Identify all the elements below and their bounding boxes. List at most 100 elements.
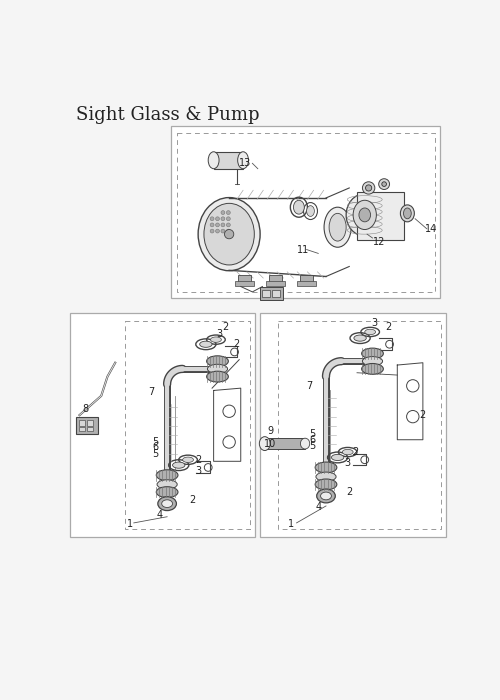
Bar: [260, 286, 283, 300]
Text: 12: 12: [372, 237, 385, 247]
Ellipse shape: [221, 217, 225, 220]
Bar: [260, 314, 446, 537]
Ellipse shape: [162, 500, 172, 507]
Bar: [236, 281, 254, 286]
Text: 5: 5: [152, 437, 158, 447]
Bar: [124, 321, 250, 529]
Ellipse shape: [158, 497, 176, 510]
Text: 7: 7: [148, 387, 155, 397]
Ellipse shape: [365, 329, 376, 335]
Text: 1: 1: [288, 519, 294, 529]
Bar: [272, 290, 280, 298]
Text: 2: 2: [234, 340, 240, 349]
Ellipse shape: [362, 348, 384, 359]
Ellipse shape: [359, 208, 370, 222]
Text: 4: 4: [315, 503, 322, 512]
Ellipse shape: [208, 364, 228, 374]
Ellipse shape: [316, 489, 336, 503]
Ellipse shape: [354, 335, 366, 341]
Ellipse shape: [362, 363, 384, 374]
Text: 14: 14: [426, 224, 438, 234]
Text: Sight Glass & Pump: Sight Glass & Pump: [76, 106, 260, 124]
Text: 9: 9: [267, 426, 274, 435]
Ellipse shape: [210, 223, 214, 227]
Ellipse shape: [315, 462, 337, 473]
Ellipse shape: [172, 462, 185, 468]
Text: 4: 4: [156, 510, 162, 520]
Bar: [177, 132, 434, 292]
Text: 10: 10: [264, 440, 276, 449]
Text: 3: 3: [344, 458, 351, 468]
Ellipse shape: [346, 194, 384, 236]
Ellipse shape: [221, 223, 225, 227]
Ellipse shape: [156, 486, 178, 498]
Ellipse shape: [221, 211, 225, 214]
Ellipse shape: [198, 197, 260, 271]
Text: 11: 11: [296, 244, 309, 255]
Ellipse shape: [324, 207, 351, 247]
Ellipse shape: [400, 205, 414, 222]
Text: 13: 13: [238, 158, 251, 168]
Bar: [70, 314, 254, 537]
Text: 6: 6: [309, 435, 315, 444]
Bar: [357, 192, 404, 239]
Ellipse shape: [208, 152, 219, 169]
Bar: [79, 427, 85, 431]
Bar: [300, 275, 313, 284]
Text: 5: 5: [309, 429, 315, 440]
Ellipse shape: [316, 472, 336, 482]
Ellipse shape: [226, 211, 230, 214]
Text: 2: 2: [190, 495, 196, 505]
Ellipse shape: [182, 457, 194, 463]
Ellipse shape: [206, 371, 229, 382]
Ellipse shape: [300, 438, 310, 449]
Ellipse shape: [216, 229, 220, 233]
Bar: [270, 275, 282, 284]
Text: 2: 2: [195, 455, 201, 465]
Bar: [214, 152, 243, 169]
Ellipse shape: [342, 449, 353, 455]
Ellipse shape: [226, 223, 230, 227]
Ellipse shape: [204, 203, 254, 265]
Ellipse shape: [156, 470, 178, 480]
Ellipse shape: [260, 437, 270, 451]
Ellipse shape: [362, 182, 375, 194]
Ellipse shape: [329, 214, 346, 241]
Text: 3: 3: [195, 466, 201, 475]
Bar: [266, 281, 285, 286]
Ellipse shape: [210, 217, 214, 220]
Ellipse shape: [226, 217, 230, 220]
Bar: [238, 275, 251, 284]
Ellipse shape: [294, 200, 304, 214]
Ellipse shape: [216, 223, 220, 227]
Bar: [298, 281, 316, 286]
Text: 5: 5: [309, 441, 315, 451]
Bar: [79, 420, 85, 426]
Ellipse shape: [210, 337, 222, 342]
Text: 2: 2: [222, 321, 228, 332]
Ellipse shape: [216, 217, 220, 220]
Bar: [86, 420, 92, 426]
Ellipse shape: [320, 492, 332, 500]
Ellipse shape: [221, 229, 225, 233]
Text: 5: 5: [152, 449, 158, 458]
Ellipse shape: [238, 152, 248, 169]
Bar: [278, 321, 440, 529]
Text: 2: 2: [346, 487, 352, 497]
Ellipse shape: [382, 182, 386, 186]
Ellipse shape: [157, 480, 177, 489]
Bar: [265, 438, 305, 449]
Ellipse shape: [200, 341, 212, 347]
Ellipse shape: [366, 185, 372, 191]
Ellipse shape: [362, 356, 382, 366]
Ellipse shape: [404, 208, 411, 218]
Text: 2: 2: [420, 410, 426, 420]
Text: 8: 8: [82, 404, 89, 414]
Text: 2: 2: [385, 321, 391, 332]
Text: 6: 6: [152, 442, 158, 452]
Ellipse shape: [210, 229, 214, 233]
Ellipse shape: [306, 206, 314, 216]
Ellipse shape: [378, 178, 390, 190]
Bar: [171, 126, 440, 298]
Ellipse shape: [315, 479, 337, 490]
